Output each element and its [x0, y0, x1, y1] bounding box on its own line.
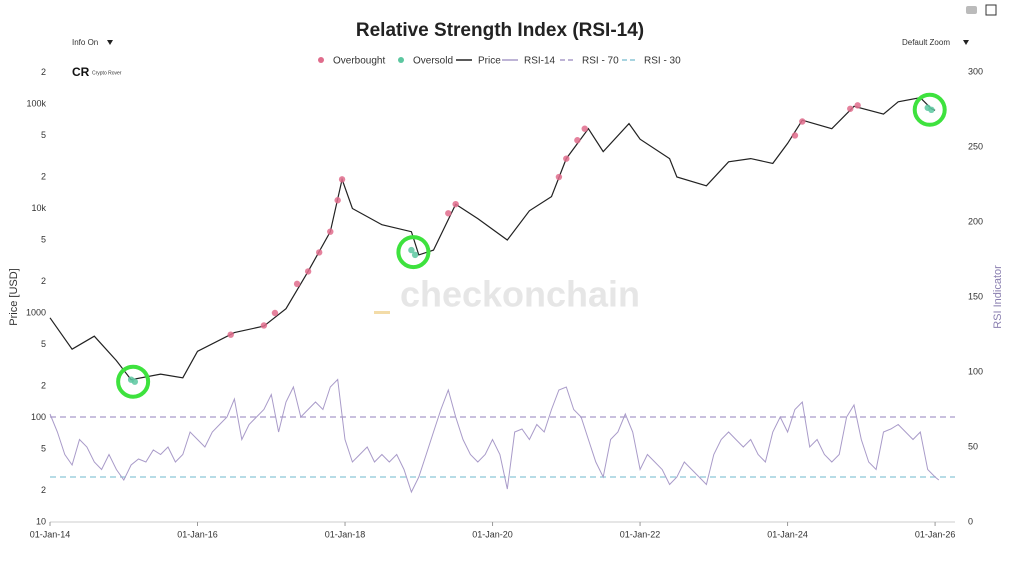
- x-tick-label: 01-Jan-16: [177, 529, 218, 539]
- legend-label: RSI-14: [524, 56, 556, 67]
- marker: [408, 246, 415, 254]
- legend-label: Price: [478, 56, 501, 67]
- y2-tick-label: 250: [968, 141, 983, 151]
- watermark: checkonchain: [400, 274, 640, 315]
- y2-tick-label: 300: [968, 66, 983, 76]
- y2-tick-label: 0: [968, 516, 973, 526]
- legend: Overbought Oversold Price RSI-14 RSI - 70 RSI…: [318, 56, 681, 67]
- highlight-ring: [396, 235, 431, 270]
- legend-label: RSI - 70: [582, 56, 619, 67]
- y-tick-label: 100k: [26, 98, 46, 108]
- legend-label: RSI - 30: [644, 56, 681, 67]
- y-tick-label: 5: [41, 339, 46, 349]
- legend-symbol: [398, 57, 404, 63]
- marker: [227, 331, 234, 338]
- y-tick-label: 10: [36, 516, 46, 526]
- marker: [334, 197, 341, 204]
- x-tick-label: 01-Jan-14: [30, 529, 71, 539]
- zoom-menu[interactable]: Default Zoom: [902, 38, 950, 47]
- y-tick-label: 2: [41, 67, 46, 77]
- x-tick-label: 01-Jan-24: [767, 529, 808, 539]
- y2-tick-label: 100: [968, 366, 983, 376]
- marker: [316, 249, 323, 256]
- logo-mark: CR: [72, 65, 90, 79]
- y-tick-label: 5: [41, 234, 46, 244]
- y-tick-label: 5: [41, 130, 46, 140]
- marker: [304, 268, 312, 275]
- marker: [452, 200, 459, 208]
- y-tick-label: 2: [41, 380, 46, 390]
- marker: [847, 105, 854, 112]
- info-toggle[interactable]: Info On: [72, 38, 98, 47]
- camera-icon[interactable]: [966, 6, 977, 14]
- marker: [338, 176, 346, 183]
- marker: [445, 210, 452, 217]
- x-tick-label: 01-Jan-26: [915, 529, 956, 539]
- chart-title: Relative Strength Index (RSI-14): [356, 20, 644, 41]
- marker: [327, 228, 334, 235]
- rsi-line: [49, 378, 940, 494]
- legend-label: Overbought: [333, 56, 385, 67]
- marker: [411, 251, 419, 259]
- y2-tick-label: 150: [968, 291, 983, 301]
- marker: [581, 125, 588, 132]
- y2-axis-title: RSI Indicator: [992, 265, 1004, 329]
- y-axis-title: Price [USD]: [8, 268, 20, 325]
- logo-text: Crypto Rover: [92, 70, 122, 76]
- x-tick-label: 01-Jan-20: [472, 529, 513, 539]
- legend-symbol: [318, 57, 324, 63]
- chart-icon[interactable]: [985, 4, 997, 16]
- y-tick-label: 2: [41, 485, 46, 495]
- marker: [260, 322, 268, 329]
- dropdown-arrow: [107, 40, 113, 45]
- marker: [791, 132, 799, 139]
- y-tick-label: 100: [31, 412, 46, 422]
- x-tick-label: 01-Jan-18: [325, 529, 366, 539]
- marker: [799, 118, 806, 125]
- y-tick-label: 5: [41, 443, 46, 453]
- marker: [293, 280, 301, 288]
- marker: [271, 309, 279, 317]
- marker: [854, 102, 861, 109]
- y-tick-label: 1000: [26, 307, 46, 317]
- legend-label: Oversold: [413, 56, 453, 67]
- marker: [131, 378, 139, 385]
- y-tick-label: 2: [41, 171, 46, 181]
- watermark-bar: [374, 311, 390, 314]
- y2-tick-label: 200: [968, 216, 983, 226]
- marker: [555, 173, 563, 181]
- x-tick-label: 01-Jan-22: [620, 529, 661, 539]
- highlight-ring: [912, 92, 947, 127]
- marker: [574, 137, 581, 144]
- dropdown-arrow: [963, 40, 969, 45]
- price-line: [49, 97, 936, 381]
- y-tick-label: 10k: [31, 203, 46, 213]
- y-tick-label: 2: [41, 276, 46, 286]
- y2-tick-label: 50: [968, 441, 978, 451]
- marker: [563, 155, 570, 162]
- highlight-ring: [116, 364, 151, 399]
- marker: [928, 106, 935, 114]
